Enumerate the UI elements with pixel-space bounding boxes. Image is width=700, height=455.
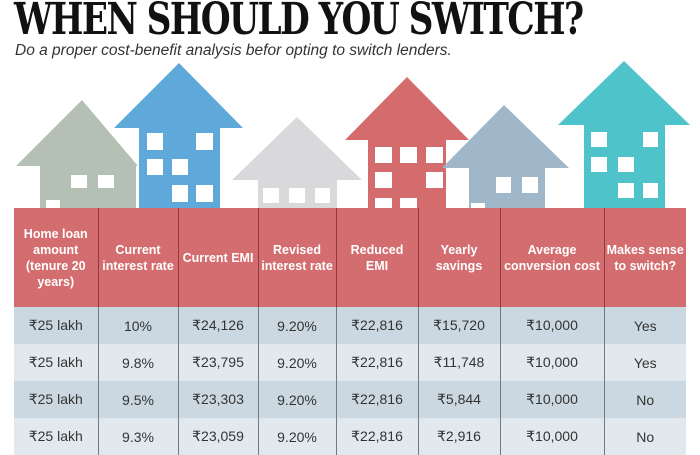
table-cell: ₹24,126	[177, 307, 258, 344]
column-header: Makes sense to switch?	[603, 208, 686, 307]
table-cell: 9.8%	[97, 344, 178, 381]
table-cell: ₹10,000	[499, 307, 604, 344]
column-header: Home loan amount (tenure 20 years)	[14, 208, 98, 307]
table-cell: ₹2,916	[417, 418, 500, 455]
table-cell: ₹23,303	[177, 381, 258, 418]
houses-illustration	[16, 61, 690, 210]
house-slate	[442, 105, 569, 210]
table-cell: ₹23,795	[177, 344, 258, 381]
house-red	[345, 77, 469, 210]
table-row: ₹25 lakh 10% ₹24,126 9.20% ₹22,816 ₹15,720 ₹10…	[14, 307, 686, 344]
table-cell: ₹11,748	[417, 344, 500, 381]
table-cell: 9.20%	[257, 307, 336, 344]
subtitle: Do a proper cost-benefit analysis befor …	[15, 42, 452, 59]
table-cell: ₹25 lakh	[14, 381, 98, 418]
house-grey	[232, 117, 362, 210]
table-row: ₹25 lakh 9.5% ₹23,303 9.20% ₹22,816 ₹5,844 ₹10…	[14, 381, 686, 418]
table-cell: No	[603, 418, 686, 455]
table-cell: ₹25 lakh	[14, 307, 98, 344]
table-row: ₹25 lakh 9.3% ₹23,059 9.20% ₹22,816 ₹2,916 ₹10…	[14, 418, 686, 455]
table-cell: 9.20%	[257, 418, 336, 455]
table-cell: ₹10,000	[499, 344, 604, 381]
table-cell: 9.3%	[97, 418, 178, 455]
table-cell: ₹15,720	[417, 307, 500, 344]
house-teal	[558, 61, 690, 210]
table-cell: 9.20%	[257, 344, 336, 381]
column-header: Current interest rate	[97, 208, 178, 307]
table-cell: ₹22,816	[335, 307, 418, 344]
column-header: Current EMI	[177, 208, 258, 307]
column-header: Average conversion cost	[499, 208, 604, 307]
switch-analysis-table: Home loan amount (tenure 20 years) Curren…	[14, 208, 686, 455]
table-cell: ₹10,000	[499, 418, 604, 455]
column-header: Yearly savings	[417, 208, 500, 307]
table-row: ₹25 lakh 9.8% ₹23,795 9.20% ₹22,816 ₹11,748 ₹1…	[14, 344, 686, 381]
page-title: WHEN SHOULD YOU SWITCH?	[14, 0, 584, 45]
table-cell: ₹22,816	[335, 418, 418, 455]
table-header-row: Home loan amount (tenure 20 years) Curren…	[14, 208, 686, 307]
table-cell: ₹22,816	[335, 381, 418, 418]
table-cell: 10%	[97, 307, 178, 344]
column-header: Revised interest rate	[257, 208, 336, 307]
table-cell: Yes	[603, 307, 686, 344]
table-cell: 9.20%	[257, 381, 336, 418]
table-cell: ₹25 lakh	[14, 418, 98, 455]
table-cell: 9.5%	[97, 381, 178, 418]
table-cell: ₹23,059	[177, 418, 258, 455]
table-cell: No	[603, 381, 686, 418]
house-blue	[114, 63, 243, 210]
house-sage	[16, 100, 138, 210]
table-cell: Yes	[603, 344, 686, 381]
table-cell: ₹25 lakh	[14, 344, 98, 381]
column-header: Reduced EMI	[335, 208, 418, 307]
table-cell: ₹5,844	[417, 381, 500, 418]
table-cell: ₹10,000	[499, 381, 604, 418]
table-cell: ₹22,816	[335, 344, 418, 381]
